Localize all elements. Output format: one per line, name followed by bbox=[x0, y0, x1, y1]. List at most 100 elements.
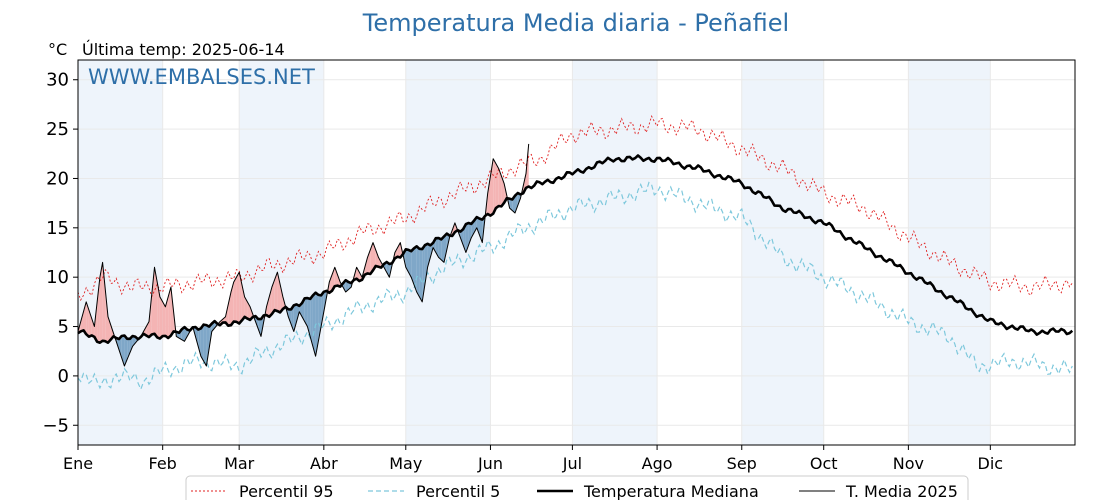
below-median-fill bbox=[296, 304, 300, 322]
above-median-fill bbox=[168, 287, 171, 338]
x-tick-label: Mar bbox=[224, 454, 255, 473]
p5-line bbox=[77, 181, 1073, 391]
y-tick-label: 20 bbox=[46, 168, 69, 189]
above-median-fill bbox=[501, 176, 505, 207]
legend-p5-label: Percentil 5 bbox=[416, 482, 500, 500]
below-median-fill bbox=[310, 295, 313, 347]
below-median-fill bbox=[441, 236, 444, 263]
above-median-fill bbox=[97, 277, 100, 343]
below-median-fill bbox=[424, 243, 428, 285]
unit-label: °C bbox=[48, 40, 67, 59]
above-median-fill bbox=[373, 242, 376, 271]
below-median-fill bbox=[411, 248, 414, 285]
y-tick-label: −5 bbox=[42, 415, 69, 436]
x-tick-label: Dic bbox=[978, 454, 1004, 473]
above-median-fill bbox=[102, 262, 106, 342]
x-tick-label: Sep bbox=[727, 454, 757, 473]
grid-lines bbox=[77, 60, 1075, 445]
above-median-fill bbox=[236, 272, 240, 324]
below-median-fill bbox=[435, 238, 439, 258]
x-tick-label: Ene bbox=[63, 454, 93, 473]
chart-title: Temperatura Media diaria - Peñafiel bbox=[362, 9, 789, 37]
below-median-fill bbox=[312, 292, 316, 357]
below-median-fill bbox=[304, 298, 308, 327]
below-median-fill bbox=[463, 224, 466, 253]
above-median-fill bbox=[397, 242, 401, 258]
plot-frame bbox=[77, 59, 1076, 446]
watermark-text: WWW.EMBALSES.NET bbox=[88, 65, 315, 89]
above-median-fill bbox=[80, 311, 84, 332]
above-median-fill bbox=[91, 318, 95, 337]
below-median-fill bbox=[307, 298, 311, 337]
below-median-fill bbox=[288, 309, 292, 325]
legend-current-label: T. Media 2025 bbox=[845, 482, 958, 500]
legend: Percentil 95 Percentil 5 Temperatura Med… bbox=[185, 475, 969, 500]
above-median-fill bbox=[498, 168, 502, 207]
below-median-fill bbox=[203, 324, 207, 366]
below-median-fill bbox=[427, 243, 431, 268]
above-median-fill bbox=[170, 287, 174, 336]
below-median-fill bbox=[509, 198, 513, 211]
last-temp-label: Última temp: 2025-06-14 bbox=[82, 40, 285, 59]
below-median-fill bbox=[129, 336, 133, 353]
below-median-fill bbox=[345, 280, 349, 292]
y-tick-label: 30 bbox=[46, 70, 69, 91]
above-median-fill bbox=[280, 284, 283, 313]
above-median-fill bbox=[495, 163, 499, 209]
below-median-fill bbox=[293, 304, 297, 332]
x-tick-label: Abr bbox=[310, 454, 338, 473]
below-median-fill bbox=[444, 233, 447, 263]
above-median-fill bbox=[356, 267, 360, 281]
above-median-fill bbox=[329, 274, 332, 293]
above-median-fill bbox=[105, 289, 108, 343]
below-median-fill bbox=[465, 223, 469, 253]
below-median-fill bbox=[124, 335, 128, 366]
legend-median-label: Temperatura Mediana bbox=[583, 482, 759, 500]
below-median-fill bbox=[405, 249, 409, 273]
above-median-fill bbox=[266, 296, 270, 317]
below-median-fill bbox=[258, 319, 261, 337]
above-median-fill bbox=[162, 301, 166, 336]
y-tick-label: 5 bbox=[58, 317, 69, 338]
above-median-fill bbox=[244, 296, 248, 319]
below-median-fill bbox=[206, 325, 210, 366]
below-median-fill bbox=[408, 249, 412, 278]
series-lines bbox=[77, 115, 1074, 391]
above-median-fill bbox=[157, 282, 160, 339]
month-shade bbox=[239, 60, 324, 445]
below-median-fill bbox=[416, 246, 420, 297]
below-median-fill bbox=[315, 292, 319, 357]
below-median-fill bbox=[252, 314, 256, 322]
current-year-line bbox=[77, 143, 530, 367]
below-median-fill bbox=[419, 248, 423, 302]
above-median-fill bbox=[274, 272, 278, 312]
above-median-fill bbox=[151, 267, 155, 335]
x-tick-label: Oct bbox=[810, 454, 838, 473]
below-median-fill bbox=[468, 223, 472, 246]
above-median-fill bbox=[334, 267, 338, 287]
above-median-fill bbox=[165, 296, 169, 338]
x-tick-label: May bbox=[389, 454, 422, 473]
above-median-fill bbox=[86, 301, 89, 337]
below-median-fill bbox=[200, 324, 204, 362]
y-tick-label: 15 bbox=[46, 218, 69, 239]
month-shade bbox=[908, 60, 991, 445]
x-tick-label: Ago bbox=[642, 454, 673, 473]
below-median-fill bbox=[460, 229, 464, 246]
above-median-fill bbox=[154, 267, 158, 338]
above-median-fill bbox=[375, 250, 379, 267]
x-tick-label: Jul bbox=[562, 454, 582, 473]
above-median-fill bbox=[222, 316, 226, 323]
above-median-fill bbox=[493, 158, 496, 214]
above-median-fill bbox=[159, 296, 163, 339]
below-median-fill bbox=[414, 246, 417, 292]
above-median-fill bbox=[228, 292, 231, 326]
above-median-fill bbox=[233, 277, 237, 322]
y-tick-label: 25 bbox=[46, 119, 69, 140]
x-axis: Ene Feb Mar Abr May Jun Jul Ago Sep Oct Nov Dic bbox=[63, 445, 1003, 473]
above-median-fill bbox=[231, 282, 234, 326]
above-median-fill bbox=[487, 176, 491, 216]
below-median-fill bbox=[198, 328, 201, 357]
y-axis: −5 0 5 10 15 20 25 30 bbox=[42, 70, 78, 436]
